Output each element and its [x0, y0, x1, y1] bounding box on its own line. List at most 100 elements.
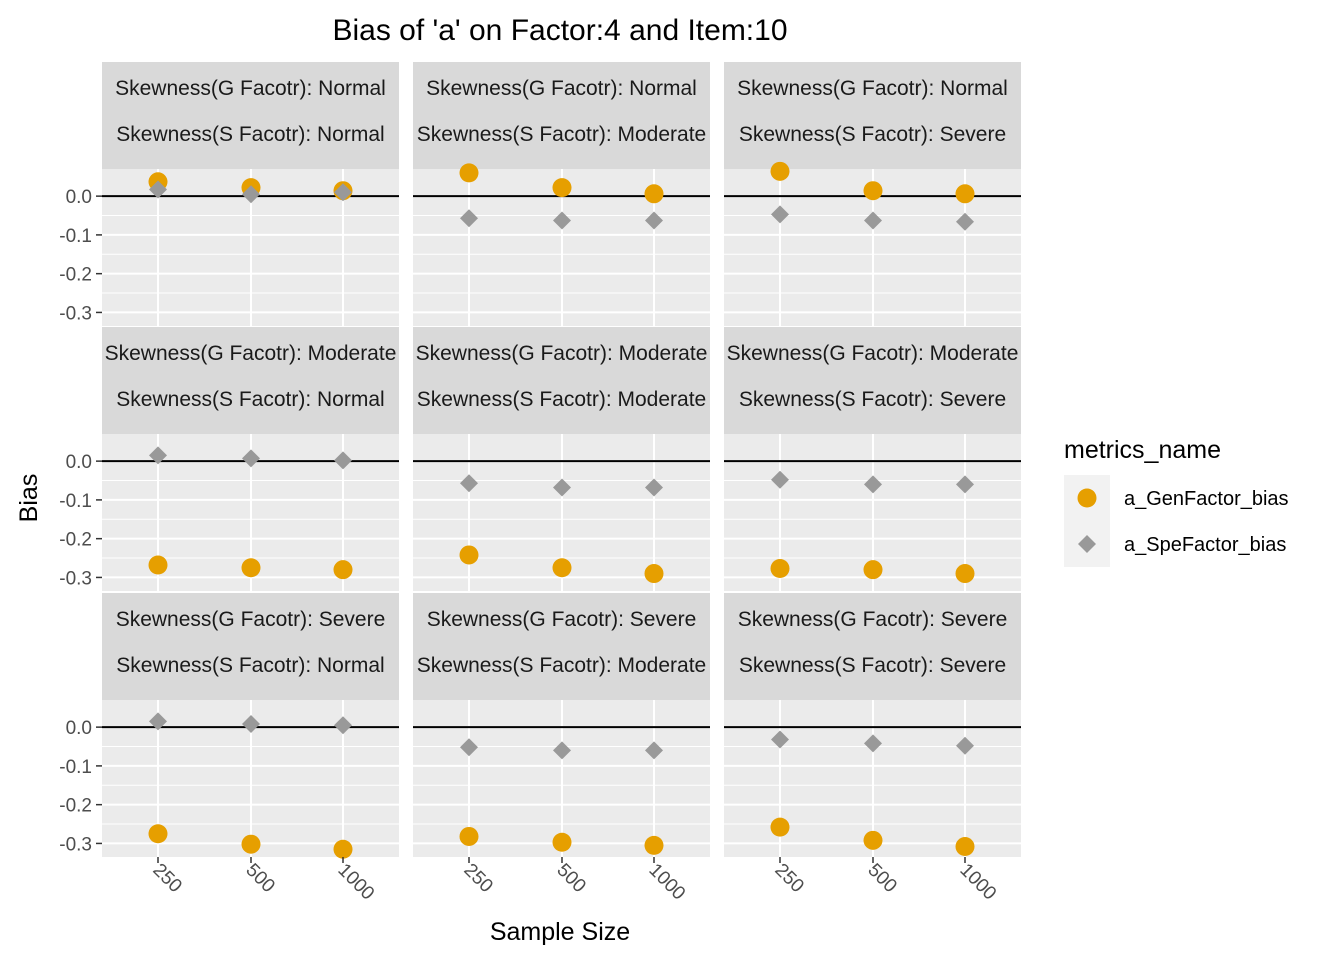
y-tick-label: -0.3 [59, 303, 92, 324]
point-gen-factor-bias [148, 555, 168, 575]
facet-strip-s-label: Skewness(S Facotr): Moderate [417, 388, 706, 411]
facet-strip-s-label: Skewness(S Facotr): Moderate [417, 123, 706, 146]
point-spe-factor-bias [242, 449, 260, 468]
facet-panel: Skewness(G Facotr): Severe Skewness(S Fac… [724, 593, 1021, 857]
point-gen-factor-bias [770, 161, 790, 181]
facet-strip-s-label: Skewness(S Facotr): Moderate [417, 654, 706, 677]
facet-panel: Skewness(G Facotr): Severe Skewness(S Fac… [413, 593, 710, 857]
point-spe-factor-bias [956, 475, 974, 494]
point-gen-factor-bias [644, 835, 664, 855]
facet-strip [102, 593, 399, 700]
point-spe-factor-bias [242, 185, 260, 204]
point-spe-factor-bias [460, 209, 478, 228]
facet-strip [102, 62, 399, 169]
x-tick-label: 250 [459, 860, 496, 897]
x-tick-label: 500 [552, 860, 589, 897]
point-spe-factor-bias [956, 212, 974, 231]
point-spe-factor-bias [553, 211, 571, 230]
facet-strip-g-label: Skewness(G Facotr): Moderate [416, 342, 708, 365]
point-spe-factor-bias [956, 736, 974, 755]
y-tick-label: -0.3 [59, 568, 92, 589]
y-tick-label: 0.0 [66, 187, 92, 208]
facet-strip [413, 593, 710, 700]
facet-panel: Skewness(G Facotr): Normal Skewness(S Fac… [724, 62, 1021, 326]
point-spe-factor-bias [553, 478, 571, 497]
point-gen-factor-bias [241, 834, 261, 854]
point-spe-factor-bias [334, 451, 352, 470]
legend-entry-label: a_SpeFactor_bias [1124, 534, 1286, 556]
point-gen-factor-bias [241, 558, 261, 578]
y-tick-label: -0.1 [59, 491, 92, 512]
point-spe-factor-bias [864, 211, 882, 230]
y-tick-label: -0.3 [59, 834, 92, 855]
point-gen-factor-bias [333, 839, 353, 859]
facet-strip-s-label: Skewness(S Facotr): Normal [116, 388, 384, 411]
facet-strip-s-label: Skewness(S Facotr): Normal [116, 654, 384, 677]
legend-entry-label: a_GenFactor_bias [1124, 488, 1289, 510]
point-gen-factor-bias [863, 181, 883, 201]
point-gen-factor-bias [770, 817, 790, 837]
point-spe-factor-bias [334, 183, 352, 202]
point-gen-factor-bias [644, 184, 664, 204]
point-gen-factor-bias [552, 178, 572, 198]
point-spe-factor-bias [864, 475, 882, 494]
point-spe-factor-bias [553, 741, 571, 760]
facet-panel: Skewness(G Facotr): Severe Skewness(S Fac… [59, 593, 399, 859]
x-axis-label: Sample Size [490, 918, 630, 946]
point-spe-factor-bias [645, 211, 663, 230]
y-tick-label: -0.2 [59, 530, 92, 551]
facet-strip-g-label: Skewness(G Facotr): Severe [116, 608, 386, 631]
facet-panel: Skewness(G Facotr): Normal Skewness(S Fac… [413, 62, 710, 326]
x-tick-label: 1000 [955, 860, 1000, 905]
facet-panel: Skewness(G Facotr): Moderate Skewness(S F… [724, 327, 1021, 591]
point-gen-factor-bias [459, 545, 479, 565]
point-spe-factor-bias [149, 712, 167, 731]
point-gen-factor-bias [552, 558, 572, 578]
legend: metrics_name a_GenFactor_bias a_SpeFactor_… [1064, 436, 1289, 567]
facet-grid: Skewness(G Facotr): Normal Skewness(S Fac… [59, 62, 1021, 859]
facet-strip-g-label: Skewness(G Facotr): Severe [427, 608, 697, 631]
point-gen-factor-bias [459, 163, 479, 183]
point-spe-factor-bias [864, 734, 882, 753]
y-tick-label: 0.0 [66, 452, 92, 473]
facet-strip-s-label: Skewness(S Facotr): Severe [739, 123, 1006, 146]
point-spe-factor-bias [242, 715, 260, 734]
point-gen-factor-bias [863, 560, 883, 580]
facet-strip [102, 327, 399, 434]
point-spe-factor-bias [460, 474, 478, 493]
facet-strip-g-label: Skewness(G Facotr): Moderate [105, 342, 397, 365]
facet-strip [724, 62, 1021, 169]
x-tick-label: 500 [863, 860, 900, 897]
point-spe-factor-bias [149, 446, 167, 465]
y-tick-label: -0.2 [59, 796, 92, 817]
x-axis: 250 500 1000 250 500 1000 250 500 1000 [148, 857, 1000, 904]
facet-strip [724, 327, 1021, 434]
facet-panel: Skewness(G Facotr): Moderate Skewness(S F… [413, 327, 710, 591]
facet-panel: Skewness(G Facotr): Moderate Skewness(S F… [59, 327, 399, 591]
legend-key-gen-factor [1077, 488, 1097, 508]
facet-strip-g-label: Skewness(G Facotr): Normal [115, 77, 386, 100]
chart-title: Bias of 'a' on Factor:4 and Item:10 [332, 14, 787, 47]
y-axis-label: Bias [15, 474, 43, 523]
x-tick-label: 250 [770, 860, 807, 897]
point-spe-factor-bias [771, 205, 789, 224]
x-tick-label: 250 [148, 860, 185, 897]
point-gen-factor-bias [770, 559, 790, 579]
x-tick-label: 1000 [333, 860, 378, 905]
facet-panel: Skewness(G Facotr): Normal Skewness(S Fac… [59, 62, 399, 326]
facet-strip [724, 593, 1021, 700]
y-tick-label: -0.1 [59, 226, 92, 247]
facet-strip-g-label: Skewness(G Facotr): Normal [737, 77, 1008, 100]
point-spe-factor-bias [645, 478, 663, 497]
point-gen-factor-bias [955, 837, 975, 857]
facet-strip-s-label: Skewness(S Facotr): Normal [116, 123, 384, 146]
point-gen-factor-bias [955, 564, 975, 584]
legend-title: metrics_name [1064, 436, 1221, 464]
y-tick-label: -0.2 [59, 265, 92, 286]
point-gen-factor-bias [644, 564, 664, 584]
point-spe-factor-bias [771, 730, 789, 749]
point-spe-factor-bias [460, 738, 478, 757]
point-gen-factor-bias [459, 826, 479, 846]
facet-strip-g-label: Skewness(G Facotr): Severe [738, 608, 1008, 631]
